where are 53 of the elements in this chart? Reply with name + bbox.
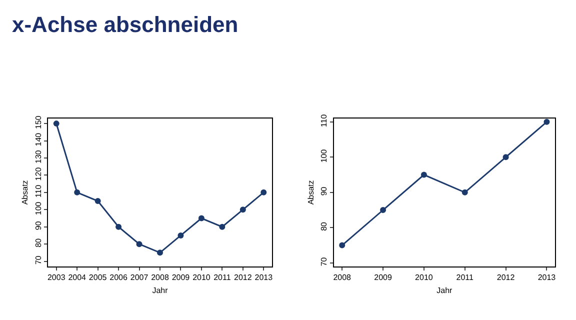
- point: [74, 189, 80, 196]
- point: [157, 250, 163, 256]
- x-axis-title: Jahr: [436, 286, 453, 296]
- y-axis-title: Absatz: [306, 180, 316, 205]
- x-tick-label: 2004: [68, 273, 87, 282]
- x-tick-label: 2009: [374, 273, 392, 282]
- point: [53, 120, 60, 127]
- y-tick-label: 100: [34, 201, 43, 216]
- x-tick-label: 2003: [47, 273, 66, 282]
- chart-title: x-Achse abschneiden: [12, 12, 238, 37]
- y-tick-label: 150: [34, 115, 43, 130]
- y-tick-label: 70: [320, 256, 329, 266]
- x-tick-label: 2006: [110, 273, 128, 282]
- x-tick-label: 2011: [214, 273, 232, 282]
- point: [380, 207, 386, 214]
- x-tick-label: 2011: [456, 273, 474, 282]
- y-tick-label: 100: [320, 148, 329, 163]
- x-tick-label: 2008: [151, 273, 170, 282]
- y-tick-label: 120: [34, 166, 43, 181]
- y-tick-label: 90: [320, 186, 329, 196]
- x-tick-label: 2013: [538, 273, 556, 282]
- x-tick-label: 2013: [254, 273, 274, 282]
- y-tick-label: 80: [320, 221, 329, 231]
- x-tick-label: 2012: [234, 273, 252, 282]
- y-tick-label: 110: [320, 114, 329, 128]
- y-tick-label: 80: [34, 238, 43, 248]
- y-tick-label: 140: [34, 132, 43, 146]
- point: [260, 189, 267, 196]
- y-tick-label: 70: [34, 255, 43, 265]
- x-tick-label: 2007: [130, 273, 149, 282]
- x-tick-label: 2010: [415, 273, 434, 282]
- point: [462, 189, 468, 196]
- x-tick-label: 2005: [88, 273, 108, 282]
- point: [219, 224, 226, 230]
- point: [198, 215, 204, 222]
- point: [339, 242, 346, 248]
- y-tick-label: 130: [34, 150, 43, 164]
- x-tick-label: 2012: [496, 273, 516, 282]
- x-tick-label: 2008: [333, 273, 352, 282]
- point: [240, 206, 246, 213]
- point: [420, 172, 427, 178]
- point: [94, 198, 101, 204]
- x-axis-title: Jahr: [152, 286, 168, 296]
- y-tick-label: 90: [34, 220, 43, 230]
- point: [502, 154, 509, 160]
- point: [116, 224, 122, 230]
- x-tick-label: 2010: [192, 273, 211, 282]
- y-tick-label: 110: [34, 184, 43, 198]
- point: [544, 118, 550, 125]
- point: [136, 241, 142, 248]
- point: [178, 232, 184, 238]
- y-axis-title: Absatz: [20, 180, 30, 205]
- x-tick-label: 2009: [172, 273, 190, 282]
